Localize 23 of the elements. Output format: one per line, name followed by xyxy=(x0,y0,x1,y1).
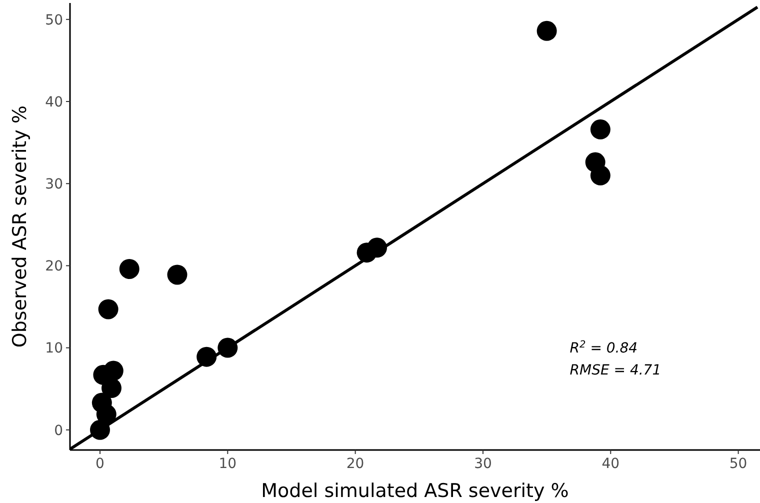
x-axis-title: Model simulated ASR severity % xyxy=(261,480,569,502)
point xyxy=(536,20,557,41)
y-tick-label: 10 xyxy=(45,340,63,357)
x-tick-label: 20 xyxy=(346,456,364,472)
annotation: RMSE = 4.71 xyxy=(570,362,662,379)
point xyxy=(101,378,122,398)
x-tick-label: 30 xyxy=(474,456,492,472)
y-tick-label: 0 xyxy=(54,422,63,439)
x-tick-label: 40 xyxy=(602,456,620,472)
y-tick-label: 30 xyxy=(45,176,63,193)
point xyxy=(119,258,140,279)
y-tick-label: 50 xyxy=(45,12,63,28)
x-tick-label: 10 xyxy=(218,456,237,472)
annotation: R$^{2}$ = 0.84 xyxy=(570,339,638,357)
point xyxy=(590,119,610,140)
y-tick-label: 20 xyxy=(45,258,63,275)
x-tick-label: 0 xyxy=(96,456,104,472)
point xyxy=(590,165,610,186)
point xyxy=(167,264,188,285)
y-axis-title: Observed ASR severity % xyxy=(9,105,31,348)
y-tick-label: 40 xyxy=(45,94,63,110)
point xyxy=(98,299,118,320)
x-tick-label: 50 xyxy=(729,456,748,472)
